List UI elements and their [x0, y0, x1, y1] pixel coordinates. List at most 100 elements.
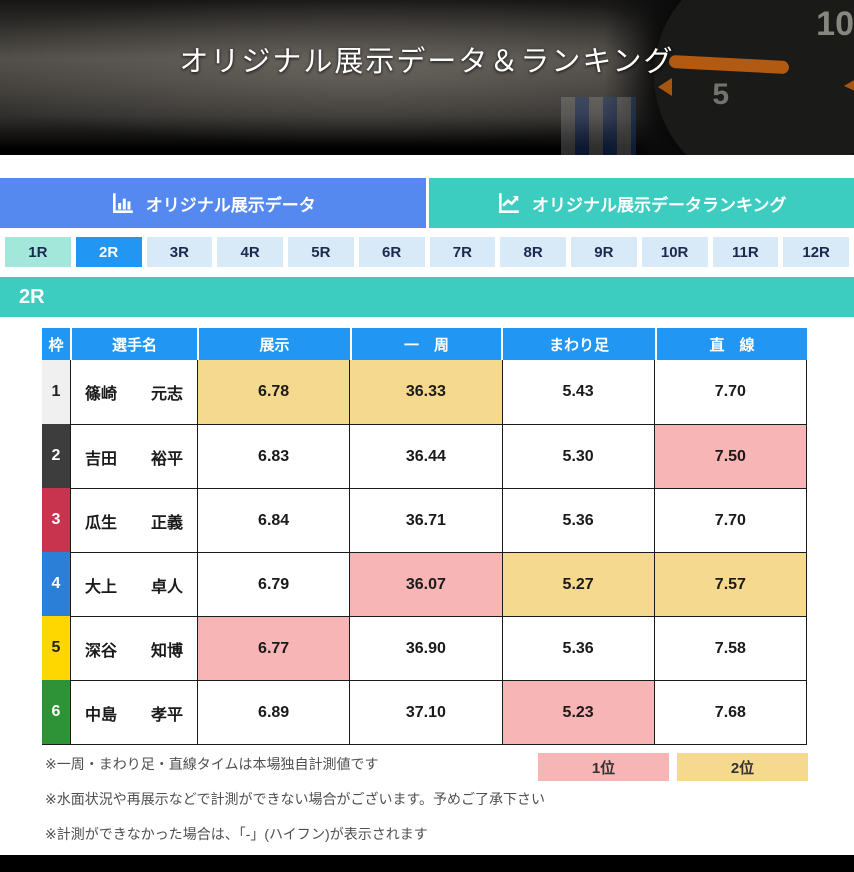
race-button-6r[interactable]: 6R [358, 237, 425, 267]
column-header: 選手名 [70, 328, 197, 360]
race-button-9r[interactable]: 9R [571, 237, 637, 267]
legend-2位: 2位 [677, 753, 808, 781]
column-header: 一 周 [350, 328, 501, 360]
time-value: 36.07 [349, 552, 502, 616]
time-value: 5.27 [501, 552, 654, 616]
footer-notes-area: 1位 2位 ※一周・まわり足・直線タイムは本場独自計測値です ※水面状況や再展示など… [0, 745, 854, 856]
racer-name: 深谷 知博 [70, 616, 197, 680]
time-value: 5.30 [501, 424, 654, 488]
column-header: 枠 [48, 336, 64, 354]
time-value: 36.44 [349, 424, 502, 488]
bar-chart-icon [110, 190, 136, 216]
time-value: 5.36 [501, 616, 654, 680]
legend-1位: 1位 [538, 753, 669, 781]
racer-last-name: 深谷 [85, 642, 118, 660]
table-row: 2 吉田 裕平 6.83 36.44 5.30 7.50 [42, 424, 806, 488]
table-row: 4 大上 卓人 6.79 36.07 5.27 7.57 [42, 552, 806, 616]
bottom-black-bar [0, 855, 854, 872]
table-body: 1 篠崎 元志 6.78 36.33 5.43 7.70 2 吉田 裕平 6.83 36.44 5.30… [42, 360, 807, 745]
race-button-5r[interactable]: 5R [288, 237, 354, 267]
race-button-4r[interactable]: 4R [217, 237, 283, 267]
table-row: 3 瓜生 正義 6.84 36.71 5.36 7.70 [42, 488, 806, 552]
racer-name: 中島 孝平 [70, 680, 197, 744]
timer-clock-face: 10 5 [654, 0, 854, 155]
race-button-12r[interactable]: 12R [783, 237, 849, 267]
table-row: 5 深谷 知博 6.77 36.90 5.36 7.58 [42, 616, 806, 680]
column-header: 直 線 [655, 328, 807, 360]
racer-name: 瓜生 正義 [70, 488, 197, 552]
racer-first-name: 正義 [150, 514, 183, 532]
race-section-bar: 2R [0, 277, 854, 317]
time-value: 7.70 [653, 488, 806, 552]
frame-number: 3 [42, 488, 70, 552]
checker-pattern [561, 97, 636, 155]
racer-last-name: 篠崎 [85, 386, 118, 403]
time-value: 6.77 [197, 616, 350, 680]
time-value: 7.58 [653, 616, 806, 680]
time-value: 7.68 [653, 680, 806, 744]
time-value: 6.89 [197, 680, 350, 744]
race-selector: 1R 2R 3R 4R 5R 6R 7R 8R 9R 10R 11R 12R [0, 237, 854, 267]
racer-name: 篠崎 元志 [70, 360, 197, 424]
race-button-2r[interactable]: 2R [75, 237, 142, 267]
line-chart-icon [496, 190, 522, 216]
exhibition-data-table: 枠選手名 展示一 周まわり足直 線 1 篠崎 元志 6.78 36.33 5.43 7.70 2… [42, 328, 807, 745]
footnote: ※計測ができなかった場合は、「-」(ハイフン)が表示されます [45, 826, 428, 842]
racer-first-name: 卓人 [150, 578, 183, 596]
tab-label: オリジナル展示データランキング [532, 195, 787, 215]
timer-number-10: 10 [816, 5, 854, 43]
racer-first-name: 元志 [150, 386, 183, 403]
time-value: 7.70 [653, 360, 806, 424]
hero-banner: 10 5 オリジナル展示データ＆ランキング [0, 0, 854, 155]
footnote: ※一周・まわり足・直線タイムは本場独自計測値です [45, 756, 379, 772]
time-value: 36.33 [349, 360, 502, 424]
race-button-3r[interactable]: 3R [146, 237, 213, 267]
racer-last-name: 大上 [85, 578, 118, 596]
race-button-11r[interactable]: 11R [712, 237, 779, 267]
time-value: 5.43 [501, 360, 654, 424]
timer-tick [658, 78, 672, 96]
column-header: 展示 [197, 328, 350, 360]
race-button-10r[interactable]: 10R [641, 237, 708, 267]
frame-number: 1 [42, 360, 70, 424]
time-value: 6.79 [197, 552, 350, 616]
timer-board: 10 5 [561, 0, 854, 155]
time-value: 36.71 [349, 488, 502, 552]
table-row: 1 篠崎 元志 6.78 36.33 5.43 7.70 [42, 360, 806, 424]
frame-number: 4 [42, 552, 70, 616]
time-value: 37.10 [349, 680, 502, 744]
footnote: ※水面状況や再展示などで計測ができない場合がございます。予めご了承下さい [45, 791, 546, 807]
view-tabs: オリジナル展示データ オリジナル展示データランキング [0, 178, 854, 228]
race-button-1r[interactable]: 1R [5, 237, 71, 267]
racer-last-name: 瓜生 [85, 514, 118, 532]
race-button-8r[interactable]: 8R [500, 237, 566, 267]
time-value: 5.23 [501, 680, 654, 744]
time-value: 5.36 [501, 488, 654, 552]
notes-list: ※一周・まわり足・直線タイムは本場独自計測値です ※水面状況や再展示などで計測がで… [45, 754, 808, 844]
time-value: 7.50 [653, 424, 806, 488]
time-value: 36.90 [349, 616, 502, 680]
race-section-label: 2R [19, 285, 45, 308]
tab-original-exhibition-ranking[interactable]: オリジナル展示データランキング [428, 178, 854, 228]
racer-last-name: 中島 [85, 706, 118, 724]
table-row: 6 中島 孝平 6.89 37.10 5.23 7.68 [42, 680, 806, 744]
rank-legend: 1位 2位 [538, 753, 808, 781]
racer-last-name: 吉田 [85, 450, 118, 468]
table-header-row: 枠選手名 展示一 周まわり足直 線 [42, 328, 807, 360]
racer-name: 吉田 裕平 [70, 424, 197, 488]
frame-number: 2 [42, 424, 70, 488]
frame-number: 6 [42, 680, 70, 744]
timer-number-5: 5 [712, 78, 729, 111]
time-value: 6.83 [197, 424, 350, 488]
racer-name: 大上 卓人 [70, 552, 197, 616]
race-button-7r[interactable]: 7R [429, 237, 496, 267]
tab-original-exhibition-data[interactable]: オリジナル展示データ [0, 178, 426, 228]
racer-first-name: 孝平 [150, 706, 183, 724]
column-header: まわり足 [501, 328, 655, 360]
racer-first-name: 裕平 [150, 450, 183, 468]
time-value: 6.84 [197, 488, 350, 552]
frame-number: 5 [42, 616, 70, 680]
page-title: オリジナル展示データ＆ランキング [179, 46, 675, 78]
tab-label: オリジナル展示データ [145, 195, 316, 215]
time-value: 6.78 [197, 360, 350, 424]
